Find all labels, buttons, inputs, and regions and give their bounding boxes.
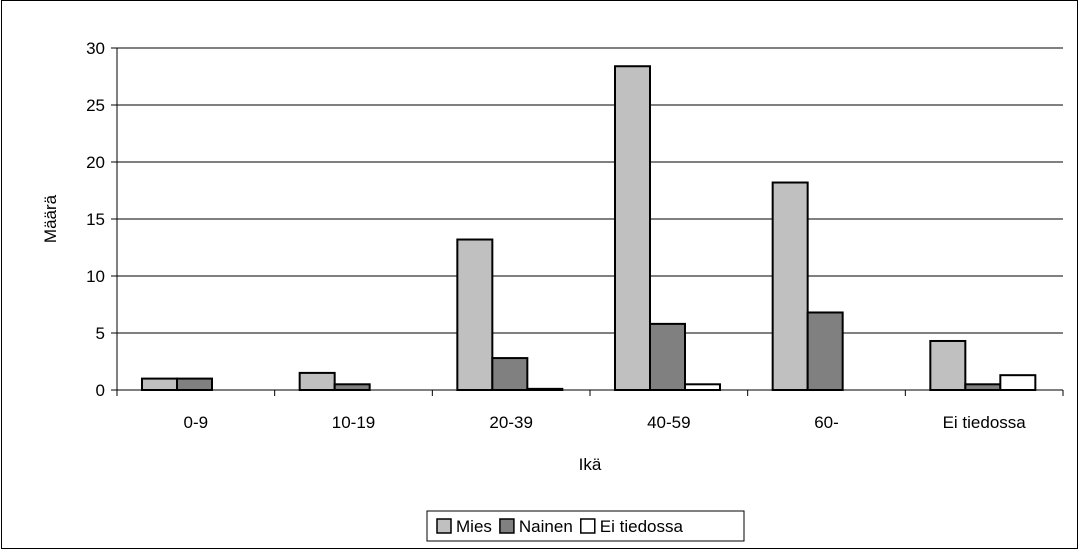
legend-label: Mies [456,517,492,536]
legend-label: Nainen [519,517,573,536]
bar-mies-10-19 [298,371,336,391]
legend-swatch [436,518,452,534]
bar-mies-ei-tiedossa [929,339,967,392]
y-tick-label: 15 [86,210,105,229]
legend-label: Ei tiedossa [600,517,684,536]
y-tick-label: 0 [96,381,105,400]
x-tick-label: 0-9 [184,413,209,432]
tick-labels: 0 5 10 15 20 25 30 0-9 10-19 20-39 40-59 60- Ei tied… [86,39,1026,432]
x-tick-label: 20-39 [489,413,532,432]
x-tick-label: Ei tiedossa [943,413,1027,432]
legend-swatch [499,518,515,534]
bar-nainen-60- [806,311,844,392]
y-tick-label: 10 [86,267,105,286]
y-tick-label: 5 [96,324,105,343]
y-tick-label: 30 [86,39,105,58]
y-tick-label: 25 [86,96,105,115]
bar-nainen-10-19 [333,383,371,391]
gridlines [117,47,1063,334]
bar-nainen-20-39 [491,357,529,391]
legend: Mies Nainen Ei tiedossa [426,510,745,542]
bars [141,65,1037,392]
bar-nainen-40-59 [649,322,686,392]
x-axis-title: Ikä [579,455,602,474]
y-axis-title: Määrä [41,194,60,243]
bar-mies-40-59 [614,65,651,392]
bar-nainen-ei-tiedossa [964,383,1002,391]
x-tick-label: 60- [814,413,839,432]
axes [111,47,1064,396]
bar-mies-60- [771,181,809,391]
y-tick-label: 20 [86,153,105,172]
bar-nainen-0-9 [176,377,213,392]
x-tick-label: 40-59 [647,413,690,432]
bar-ei-tiedossa-ei-tiedossa [999,374,1037,391]
bar-ei-tiedossa-40-59 [684,383,721,391]
bar-mies-0-9 [141,377,178,392]
bar-mies-20-39 [456,238,494,391]
x-tick-label: 10-19 [332,413,375,432]
legend-swatch [580,518,596,534]
